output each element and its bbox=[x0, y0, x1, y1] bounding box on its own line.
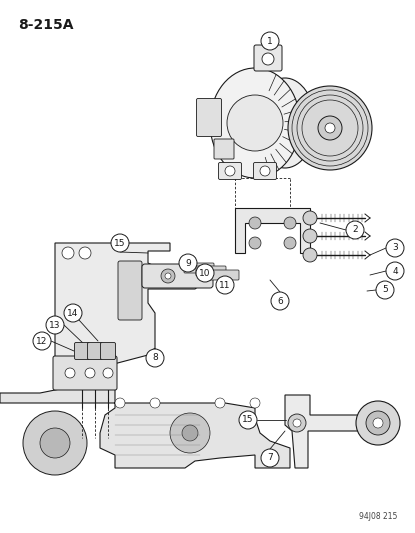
Circle shape bbox=[288, 414, 306, 432]
Circle shape bbox=[182, 425, 198, 441]
FancyBboxPatch shape bbox=[75, 343, 90, 359]
Circle shape bbox=[62, 247, 74, 259]
Circle shape bbox=[249, 237, 261, 249]
Text: 3: 3 bbox=[392, 244, 398, 253]
Circle shape bbox=[196, 264, 214, 282]
FancyBboxPatch shape bbox=[88, 343, 103, 359]
Circle shape bbox=[170, 413, 210, 453]
Circle shape bbox=[284, 237, 296, 249]
Text: 8: 8 bbox=[152, 353, 158, 362]
Text: 7: 7 bbox=[267, 454, 273, 463]
Circle shape bbox=[325, 123, 335, 133]
Polygon shape bbox=[0, 388, 290, 468]
Text: 15: 15 bbox=[242, 416, 254, 424]
Circle shape bbox=[46, 316, 64, 334]
Circle shape bbox=[262, 53, 274, 65]
Text: 9: 9 bbox=[185, 259, 191, 268]
Circle shape bbox=[79, 247, 91, 259]
Circle shape bbox=[215, 398, 225, 408]
Circle shape bbox=[115, 398, 125, 408]
Circle shape bbox=[111, 234, 129, 252]
Circle shape bbox=[23, 411, 87, 475]
FancyBboxPatch shape bbox=[254, 45, 282, 71]
Circle shape bbox=[356, 401, 400, 445]
Circle shape bbox=[303, 248, 317, 262]
Polygon shape bbox=[235, 208, 310, 253]
FancyBboxPatch shape bbox=[196, 99, 222, 136]
Circle shape bbox=[303, 229, 317, 243]
Circle shape bbox=[146, 349, 164, 367]
Circle shape bbox=[249, 217, 261, 229]
Circle shape bbox=[179, 254, 197, 272]
Circle shape bbox=[225, 166, 235, 176]
Text: 8-215A: 8-215A bbox=[18, 18, 73, 32]
Circle shape bbox=[161, 269, 175, 283]
FancyBboxPatch shape bbox=[53, 356, 117, 390]
Polygon shape bbox=[285, 395, 390, 468]
Text: 94J08 215: 94J08 215 bbox=[359, 512, 397, 521]
Circle shape bbox=[386, 239, 404, 257]
FancyBboxPatch shape bbox=[214, 139, 234, 159]
Circle shape bbox=[33, 332, 51, 350]
Circle shape bbox=[288, 86, 372, 170]
Circle shape bbox=[284, 217, 296, 229]
Polygon shape bbox=[55, 243, 200, 375]
Text: 2: 2 bbox=[352, 225, 358, 235]
Circle shape bbox=[103, 368, 113, 378]
Circle shape bbox=[261, 32, 279, 50]
Text: 15: 15 bbox=[114, 238, 126, 247]
FancyBboxPatch shape bbox=[118, 261, 142, 320]
Circle shape bbox=[64, 304, 82, 322]
Circle shape bbox=[65, 368, 75, 378]
Text: 14: 14 bbox=[67, 309, 79, 318]
Circle shape bbox=[386, 262, 404, 280]
Circle shape bbox=[227, 95, 283, 151]
Text: 13: 13 bbox=[49, 320, 61, 329]
Text: 6: 6 bbox=[277, 296, 283, 305]
Circle shape bbox=[303, 211, 317, 225]
FancyBboxPatch shape bbox=[219, 163, 242, 180]
FancyBboxPatch shape bbox=[100, 343, 115, 359]
FancyBboxPatch shape bbox=[184, 263, 214, 273]
Text: 10: 10 bbox=[199, 269, 211, 278]
Circle shape bbox=[293, 419, 301, 427]
FancyBboxPatch shape bbox=[196, 266, 226, 276]
Circle shape bbox=[366, 411, 390, 435]
Circle shape bbox=[318, 116, 342, 140]
FancyBboxPatch shape bbox=[209, 270, 239, 280]
Ellipse shape bbox=[210, 68, 300, 178]
FancyBboxPatch shape bbox=[254, 163, 276, 180]
Text: 5: 5 bbox=[382, 286, 388, 295]
Circle shape bbox=[216, 276, 234, 294]
Text: 1: 1 bbox=[267, 36, 273, 45]
Circle shape bbox=[250, 398, 260, 408]
Circle shape bbox=[373, 418, 383, 428]
Ellipse shape bbox=[255, 78, 315, 168]
Circle shape bbox=[376, 281, 394, 299]
Text: 12: 12 bbox=[37, 336, 48, 345]
Circle shape bbox=[261, 449, 279, 467]
Circle shape bbox=[346, 221, 364, 239]
Circle shape bbox=[40, 428, 70, 458]
Circle shape bbox=[271, 292, 289, 310]
FancyBboxPatch shape bbox=[142, 264, 213, 288]
Circle shape bbox=[239, 411, 257, 429]
Circle shape bbox=[165, 273, 171, 279]
Circle shape bbox=[150, 398, 160, 408]
Circle shape bbox=[85, 368, 95, 378]
Text: 4: 4 bbox=[392, 266, 398, 276]
Text: 11: 11 bbox=[219, 280, 231, 289]
Circle shape bbox=[260, 166, 270, 176]
